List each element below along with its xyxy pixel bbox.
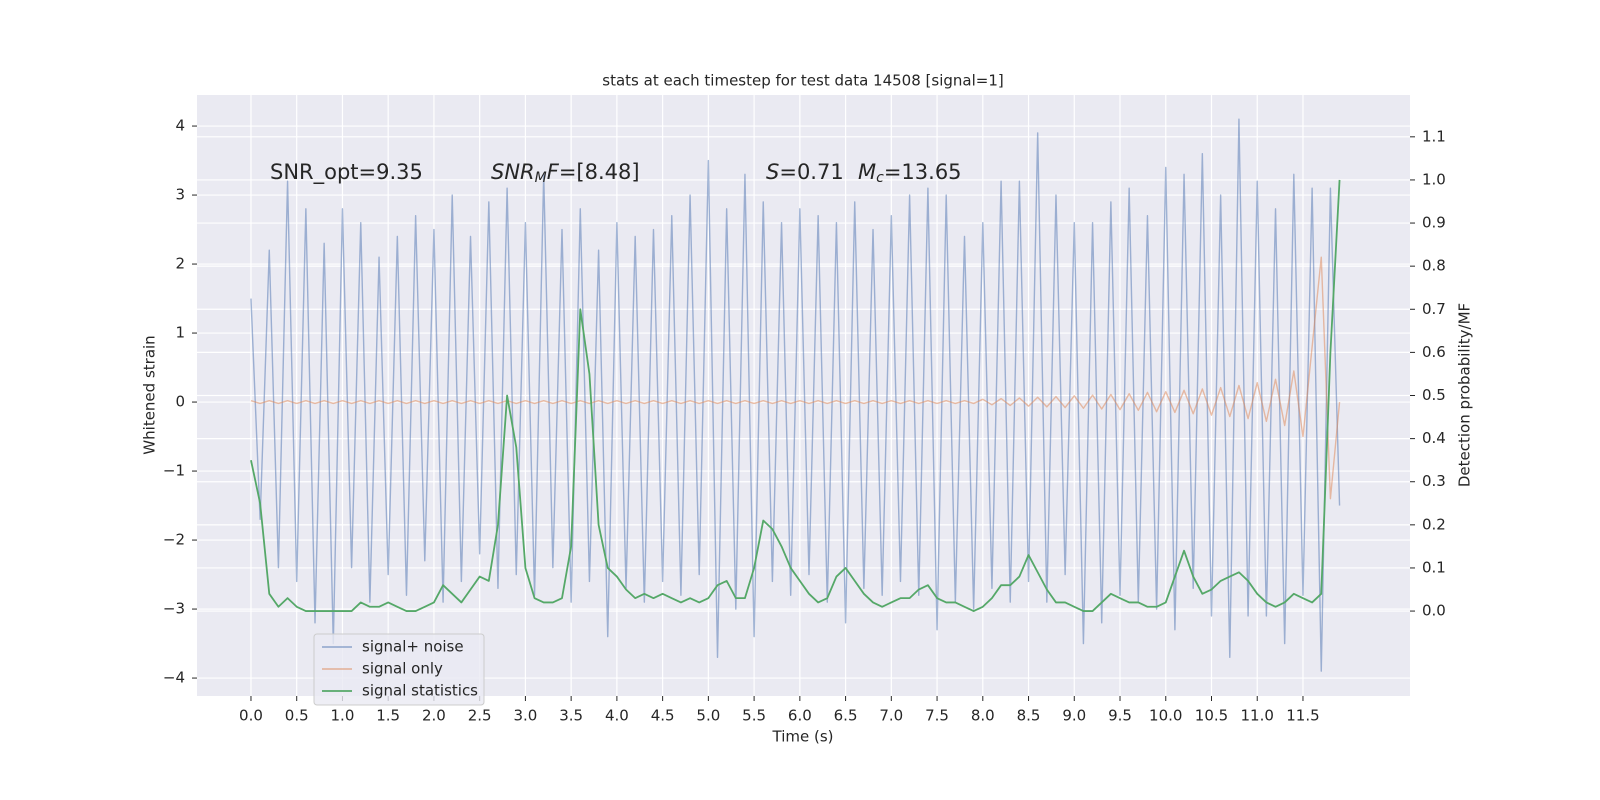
annotation-part: c <box>876 170 884 186</box>
y2-axis-label: Detection probability/MF <box>1456 303 1474 487</box>
legend-box <box>313 633 485 706</box>
y2-tick-label: 1.0 <box>1422 170 1446 188</box>
y2-tick-label: 0.4 <box>1422 429 1446 447</box>
legend-label: signal+ noise <box>362 638 464 656</box>
y2-tick-label: 0.3 <box>1422 472 1446 490</box>
y-tick-label: 3 <box>175 186 185 204</box>
y2-tick-label: 0.1 <box>1422 558 1446 576</box>
annotation-part: =0.71 <box>779 160 843 184</box>
x-tick-label: 10.0 <box>1149 707 1182 725</box>
x-tick-label: 11.5 <box>1286 707 1319 725</box>
x-tick-label: 4.5 <box>651 707 675 725</box>
annotation-part: F <box>547 160 560 184</box>
x-tick-label: 0.5 <box>285 707 309 725</box>
x-tick-label: 8.5 <box>1017 707 1041 725</box>
legend-label: signal only <box>362 660 443 678</box>
series-line <box>250 179 1341 612</box>
x-tick-label: 4.0 <box>605 707 629 725</box>
y2-tick-label: 0.6 <box>1422 343 1446 361</box>
y-tick-label: −4 <box>163 669 185 687</box>
x-tick-label: 2.5 <box>468 707 492 725</box>
annotation: Mc=13.65 <box>858 160 962 186</box>
x-tick-label: 7.5 <box>925 707 949 725</box>
y2-tick-label: 0.0 <box>1422 602 1446 620</box>
y-tick-label: 4 <box>175 117 185 135</box>
y2-tick-label: 0.8 <box>1422 257 1446 275</box>
y-axis-label: Whitened strain <box>141 335 159 454</box>
legend: signal+ noise signal only signal statistic… <box>313 633 485 706</box>
x-tick-label: 8.0 <box>971 707 995 725</box>
x-tick-label: 2.0 <box>422 707 446 725</box>
y-tick-label: −3 <box>163 600 185 618</box>
x-tick-label: 9.5 <box>1108 707 1132 725</box>
y2-tick-label: 1.1 <box>1422 127 1446 145</box>
y-tick-label: −2 <box>163 531 185 549</box>
annotation-part: =13.65 <box>884 160 962 184</box>
x-tick-label: 9.0 <box>1062 707 1086 725</box>
x-tick-label: 3.5 <box>559 707 583 725</box>
y2-tick-label: 0.2 <box>1422 515 1446 533</box>
y-tick-label: 1 <box>175 324 185 342</box>
annotation: SNRMF=[8.48] <box>491 160 640 186</box>
x-tick-label: 5.5 <box>742 707 766 725</box>
x-tick-label: 5.0 <box>696 707 720 725</box>
x-tick-label: 10.5 <box>1195 707 1228 725</box>
x-tick-label: 6.0 <box>788 707 812 725</box>
annotation: SNR_opt=9.35 <box>270 160 423 185</box>
x-tick-label: 1.5 <box>376 707 400 725</box>
y-tick-label: 2 <box>175 255 185 273</box>
annotation-part: M <box>535 170 547 186</box>
legend-label: signal statistics <box>362 682 478 700</box>
x-tick-label: 7.0 <box>879 707 903 725</box>
annotation: S=0.71 <box>766 160 844 184</box>
annotation-part: =[8.48] <box>559 160 640 184</box>
y-tick-label: −1 <box>163 462 185 480</box>
y2-tick-label: 0.9 <box>1422 214 1446 232</box>
x-tick-label: 6.5 <box>834 707 858 725</box>
x-tick-label: 1.0 <box>331 707 355 725</box>
x-tick-label: 11.0 <box>1241 707 1274 725</box>
series-line <box>250 256 1341 500</box>
x-axis-label: Time (s) <box>772 728 834 746</box>
annotation-part: M <box>858 160 876 184</box>
chart-title: stats at each timestep for test data 145… <box>602 72 1003 90</box>
annotation-part: SNR <box>491 160 535 184</box>
y2-tick-label: 0.5 <box>1422 386 1446 404</box>
x-tick-label: 3.0 <box>513 707 537 725</box>
x-tick-label: 0.0 <box>239 707 263 725</box>
annotation-part: SNR_opt=9.35 <box>270 160 423 185</box>
y-tick-label: 0 <box>175 393 185 411</box>
y2-tick-label: 0.7 <box>1422 300 1446 318</box>
annotation-part: S <box>766 160 779 184</box>
